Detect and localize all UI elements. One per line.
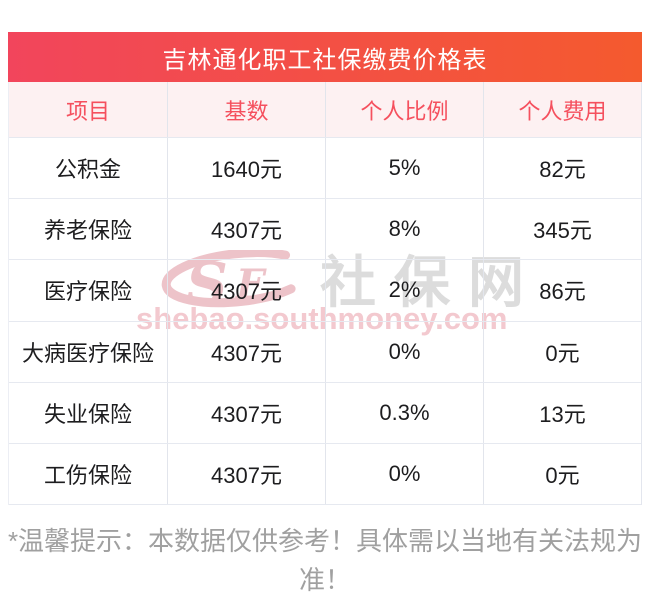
table-row: 公积金 1640元 5% 82元 — [9, 138, 641, 200]
footer-disclaimer-line1: *温馨提示：本数据仅供参考！具体需以当地有关法规为 — [7, 526, 643, 556]
cell-fee: 0元 — [483, 321, 641, 382]
cell-ratio: 8% — [325, 199, 483, 260]
table-row: 医疗保险 4307元 2% 86元 — [9, 260, 641, 322]
cell-base: 4307元 — [167, 382, 325, 443]
cell-base: 1640元 — [167, 138, 325, 199]
cell-item: 公积金 — [54, 157, 121, 183]
table-row: 养老保险 4307元 8% 345元 — [9, 199, 641, 261]
cell-ratio: 0% — [325, 443, 483, 505]
table-header-row: 项目 基数 个人比例 个人费用 — [9, 82, 641, 138]
footer-disclaimer: *温馨提示：本数据仅供参考！具体需以当地有关法规为 准！ — [0, 522, 650, 600]
column-header-fee: 个人费用 — [483, 82, 641, 137]
table-row: 失业保险 4307元 0.3% 13元 — [9, 382, 641, 444]
cell-item: 失业保险 — [43, 401, 132, 427]
cell-fee: 0元 — [483, 443, 641, 505]
table-row: 工伤保险 4307元 0% 0元 — [9, 443, 641, 506]
cell-fee: 82元 — [483, 138, 641, 199]
table-title: 吉林通化职工社保缴费价格表 — [162, 46, 488, 74]
cell-base: 4307元 — [167, 321, 325, 382]
cell-item: 工伤保险 — [43, 463, 132, 489]
cell-fee: 86元 — [483, 260, 641, 321]
cell-item: 养老保险 — [43, 218, 132, 244]
cell-ratio: 5% — [325, 138, 483, 199]
column-header-ratio: 个人比例 — [325, 82, 483, 137]
cell-item: 大病医疗保险 — [21, 340, 154, 366]
table-title-bar: 吉林通化职工社保缴费价格表 — [8, 32, 642, 82]
table-body: 项目 基数 个人比例 个人费用 公积金 1640元 5% 82元 养老保险 43… — [8, 82, 642, 506]
price-table: 吉林通化职工社保缴费价格表 项目 基数 个人比例 个人费用 公积金 1640元 … — [8, 32, 642, 506]
column-header-item: 项目 — [65, 98, 110, 124]
cell-fee: 13元 — [483, 382, 641, 443]
cell-ratio: 0.3% — [325, 382, 483, 443]
cell-base: 4307元 — [167, 260, 325, 321]
cell-fee: 345元 — [483, 199, 641, 260]
cell-ratio: 2% — [325, 260, 483, 321]
cell-item: 医疗保险 — [43, 279, 132, 305]
table-row: 大病医疗保险 4307元 0% 0元 — [9, 321, 641, 383]
cell-ratio: 0% — [325, 321, 483, 382]
cell-base: 4307元 — [167, 443, 325, 505]
cell-base: 4307元 — [167, 199, 325, 260]
footer-disclaimer-line2: 准！ — [298, 565, 351, 595]
column-header-base: 基数 — [167, 82, 325, 137]
